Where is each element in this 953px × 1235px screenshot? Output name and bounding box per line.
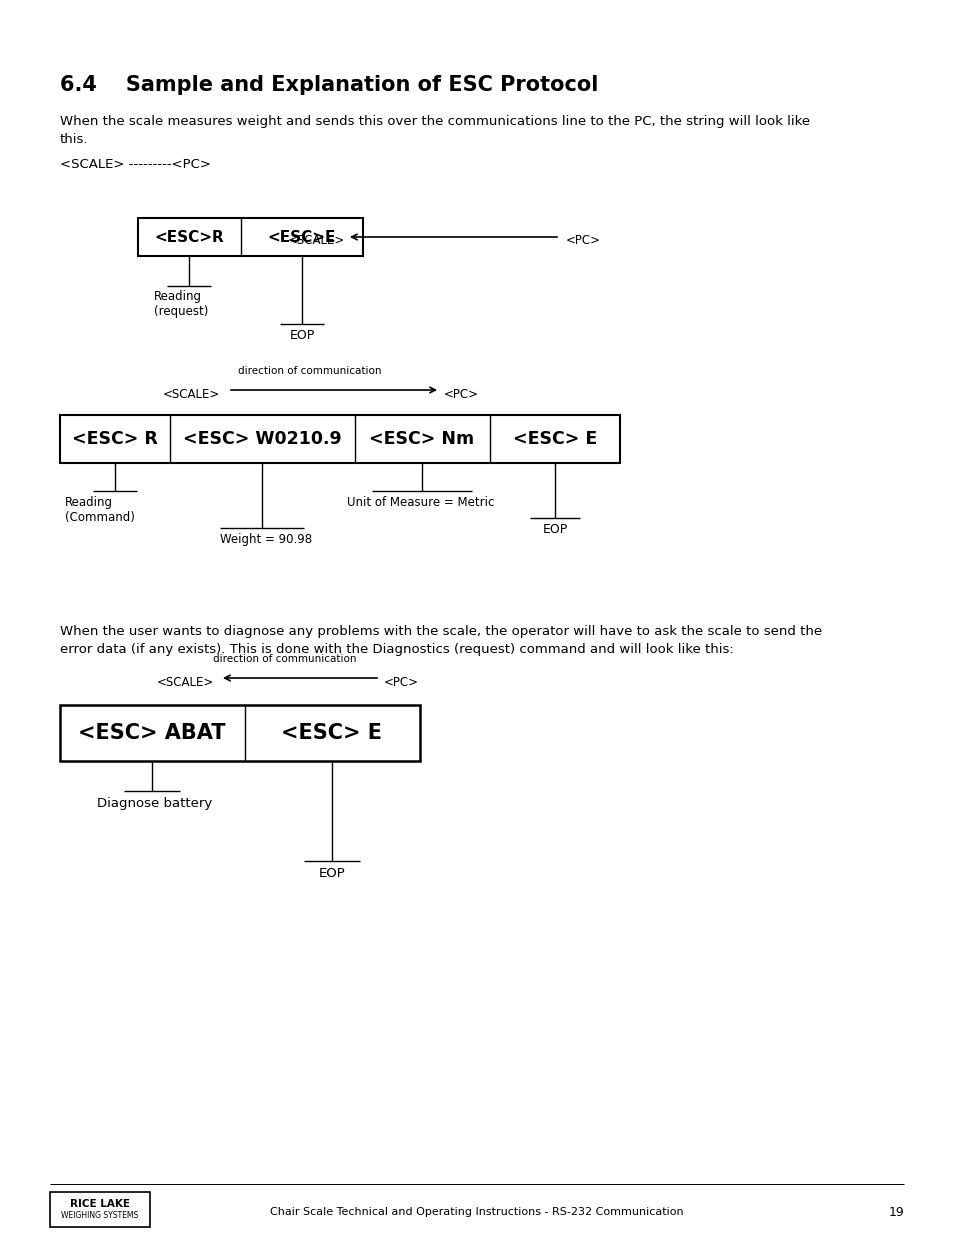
Text: Reading
(request): Reading (request) bbox=[153, 290, 208, 317]
Bar bbox=[138, 219, 363, 256]
Text: Unit of Measure = Metric: Unit of Measure = Metric bbox=[347, 496, 494, 509]
Text: error data (if any exists). This is done with the Diagnostics (request) command : error data (if any exists). This is done… bbox=[60, 643, 733, 656]
Text: <SCALE>: <SCALE> bbox=[288, 235, 345, 247]
Text: RICE LAKE: RICE LAKE bbox=[70, 1199, 130, 1209]
Text: <PC>: <PC> bbox=[443, 388, 478, 400]
Text: <ESC>E: <ESC>E bbox=[268, 230, 335, 245]
Bar bbox=[60, 415, 619, 463]
Text: <ESC> E: <ESC> E bbox=[281, 722, 382, 743]
Text: Weight = 90.98: Weight = 90.98 bbox=[220, 534, 312, 546]
Text: <ESC> Nm: <ESC> Nm bbox=[369, 430, 474, 448]
Text: 19: 19 bbox=[887, 1205, 903, 1219]
Text: When the scale measures weight and sends this over the communications line to th: When the scale measures weight and sends… bbox=[60, 115, 809, 128]
Text: <PC>: <PC> bbox=[384, 676, 418, 688]
Text: <ESC> W0210.9: <ESC> W0210.9 bbox=[182, 430, 341, 448]
Text: Chair Scale Technical and Operating Instructions - RS-232 Communication: Chair Scale Technical and Operating Inst… bbox=[270, 1207, 683, 1216]
Text: <SCALE>: <SCALE> bbox=[163, 388, 220, 400]
Text: direction of communication: direction of communication bbox=[213, 655, 356, 664]
Text: WEIGHING SYSTEMS: WEIGHING SYSTEMS bbox=[61, 1212, 138, 1220]
Text: When the user wants to diagnose any problems with the scale, the operator will h: When the user wants to diagnose any prob… bbox=[60, 625, 821, 638]
Text: <SCALE> ---------<PC>: <SCALE> ---------<PC> bbox=[60, 158, 211, 170]
Text: 6.4    Sample and Explanation of ESC Protocol: 6.4 Sample and Explanation of ESC Protoc… bbox=[60, 75, 598, 95]
Text: EOP: EOP bbox=[289, 329, 314, 342]
Text: <ESC> ABAT: <ESC> ABAT bbox=[78, 722, 226, 743]
Text: Reading
(Command): Reading (Command) bbox=[65, 496, 134, 524]
Text: <ESC>R: <ESC>R bbox=[154, 230, 224, 245]
Text: <ESC> R: <ESC> R bbox=[72, 430, 158, 448]
Text: <SCALE>: <SCALE> bbox=[156, 676, 213, 688]
Text: this.: this. bbox=[60, 133, 89, 146]
Bar bbox=[60, 705, 419, 761]
Text: EOP: EOP bbox=[318, 867, 345, 881]
Text: direction of communication: direction of communication bbox=[238, 366, 381, 375]
Text: Diagnose battery: Diagnose battery bbox=[97, 797, 212, 810]
Text: EOP: EOP bbox=[542, 522, 567, 536]
Bar bbox=[50, 1192, 150, 1228]
Text: <ESC> E: <ESC> E bbox=[513, 430, 597, 448]
Text: <PC>: <PC> bbox=[565, 235, 600, 247]
